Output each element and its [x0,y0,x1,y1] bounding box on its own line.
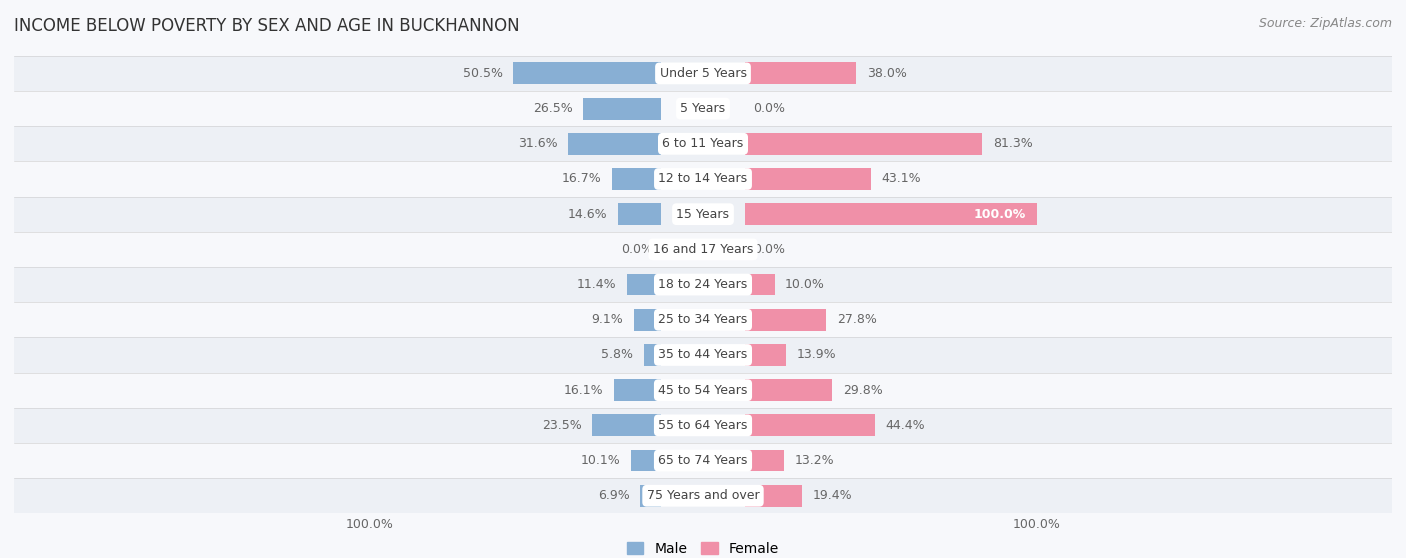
Text: 25 to 34 Years: 25 to 34 Years [658,313,748,326]
Text: 75 Years and over: 75 Years and over [647,489,759,502]
Text: 44.4%: 44.4% [886,419,925,432]
Bar [745,168,872,190]
Bar [14,338,1392,373]
Text: 55 to 64 Years: 55 to 64 Years [658,419,748,432]
Bar [745,379,832,401]
Bar [14,196,1392,232]
Text: 81.3%: 81.3% [993,137,1033,150]
Text: 65 to 74 Years: 65 to 74 Years [658,454,748,467]
Text: 16.7%: 16.7% [561,172,602,185]
Text: 43.1%: 43.1% [882,172,921,185]
Bar [14,56,1392,91]
Text: 16.1%: 16.1% [564,384,603,397]
Bar [14,161,1392,196]
Text: 14.6%: 14.6% [568,208,607,220]
Bar [568,133,661,155]
Text: 38.0%: 38.0% [866,67,907,80]
Bar [745,62,856,84]
Bar [612,168,661,190]
Text: 19.4%: 19.4% [813,489,852,502]
Bar [745,344,786,366]
Text: 13.9%: 13.9% [797,349,837,362]
Text: 18 to 24 Years: 18 to 24 Years [658,278,748,291]
Text: Under 5 Years: Under 5 Years [659,67,747,80]
Bar [631,450,661,472]
Text: 6.9%: 6.9% [598,489,630,502]
Legend: Male, Female: Male, Female [621,536,785,558]
Bar [745,415,875,436]
Bar [14,408,1392,443]
Text: 26.5%: 26.5% [533,102,572,115]
Bar [14,232,1392,267]
Text: 5.8%: 5.8% [602,349,633,362]
Bar [14,478,1392,513]
Text: 35 to 44 Years: 35 to 44 Years [658,349,748,362]
Bar [745,485,801,507]
Bar [745,203,1036,225]
Text: 15 Years: 15 Years [676,208,730,220]
Bar [14,126,1392,161]
Text: 5 Years: 5 Years [681,102,725,115]
Text: 13.2%: 13.2% [794,454,834,467]
Text: 27.8%: 27.8% [837,313,877,326]
Bar [14,267,1392,302]
Bar [634,309,661,331]
Text: Source: ZipAtlas.com: Source: ZipAtlas.com [1258,17,1392,30]
Bar [644,344,661,366]
Bar [745,133,983,155]
Bar [745,450,785,472]
Text: 12 to 14 Years: 12 to 14 Years [658,172,748,185]
Text: 29.8%: 29.8% [842,384,883,397]
Text: 6 to 11 Years: 6 to 11 Years [662,137,744,150]
Text: 0.0%: 0.0% [620,243,652,256]
Bar [14,302,1392,338]
Text: 10.0%: 10.0% [785,278,825,291]
Text: 31.6%: 31.6% [519,137,558,150]
Text: 16 and 17 Years: 16 and 17 Years [652,243,754,256]
Bar [641,485,661,507]
Text: 23.5%: 23.5% [541,419,582,432]
Text: 9.1%: 9.1% [592,313,623,326]
Bar [619,203,661,225]
Bar [14,373,1392,408]
Bar [14,91,1392,126]
Text: 100.0%: 100.0% [974,208,1026,220]
Text: 0.0%: 0.0% [754,102,786,115]
Text: 0.0%: 0.0% [754,243,786,256]
Bar [745,309,827,331]
Bar [613,379,661,401]
Bar [627,273,661,296]
Bar [583,98,661,119]
Bar [592,415,661,436]
Text: 45 to 54 Years: 45 to 54 Years [658,384,748,397]
Bar [513,62,661,84]
Text: 50.5%: 50.5% [463,67,503,80]
Bar [745,273,775,296]
Bar [14,443,1392,478]
Text: 10.1%: 10.1% [581,454,620,467]
Text: INCOME BELOW POVERTY BY SEX AND AGE IN BUCKHANNON: INCOME BELOW POVERTY BY SEX AND AGE IN B… [14,17,520,35]
Text: 11.4%: 11.4% [576,278,617,291]
